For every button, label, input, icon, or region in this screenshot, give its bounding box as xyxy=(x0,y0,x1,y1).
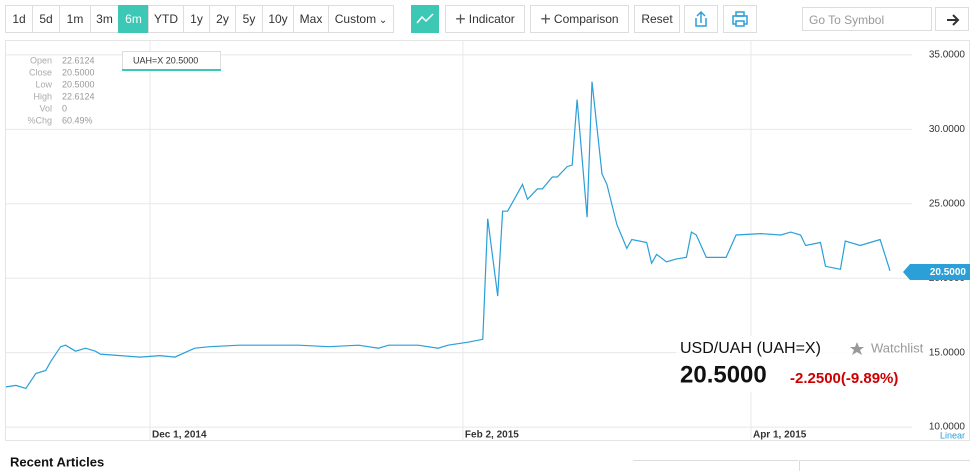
x-tick-label: Dec 1, 2014 xyxy=(152,430,207,441)
y-tick-label: 30.0000 xyxy=(929,124,966,135)
stat-label: Low xyxy=(35,79,52,89)
section-title: Recent Articles xyxy=(10,454,104,469)
x-tick-label: Feb 2, 2015 xyxy=(465,430,519,441)
stat-value: 0 xyxy=(62,103,67,113)
button-label: Max xyxy=(299,12,323,26)
button-label: 1m xyxy=(66,12,84,26)
stat-label: Open xyxy=(30,55,52,65)
symbol-search[interactable]: Go To Symbol xyxy=(802,7,932,31)
reset-button[interactable]: Reset xyxy=(634,5,680,33)
tooltip-text: UAH=X 20.5000 xyxy=(133,55,198,65)
indicator-button[interactable]: + Indicator xyxy=(445,5,525,33)
print-button[interactable] xyxy=(723,5,757,33)
button-label: 5y xyxy=(242,12,256,26)
range-button[interactable]: Custom ⌄ xyxy=(328,5,394,33)
price-line xyxy=(5,81,891,390)
last-value-tag: 20.5000 xyxy=(903,264,970,280)
stat-value: 22.6124 xyxy=(62,91,95,101)
button-label: 10y xyxy=(268,12,288,26)
button-label: Custom xyxy=(334,12,377,26)
quote-price: 20.5000 xyxy=(680,361,767,388)
range-button[interactable]: 1y xyxy=(183,5,210,33)
button-label: Reset xyxy=(641,12,673,26)
toolbar: 1d 5d 1m 3m 6m YTD 1y 2y 5y 10y Max Custom ⌄ + Indic… xyxy=(5,5,970,33)
button-label: 6m xyxy=(125,12,142,26)
button-label: 1y xyxy=(190,12,203,26)
stat-label: High xyxy=(33,91,52,101)
quote-change: -2.2500(-9.89%) xyxy=(790,370,898,387)
quote-name: USD/UAH (UAH=X) xyxy=(680,340,821,357)
button-label: YTD xyxy=(154,12,178,26)
stat-value: 22.6124 xyxy=(62,55,95,65)
range-button[interactable]: YTD xyxy=(148,5,184,33)
stat-value: 60.49% xyxy=(62,115,93,125)
range-button[interactable]: 1m xyxy=(59,5,91,33)
scale-label[interactable]: Linear xyxy=(940,430,965,440)
icon xyxy=(695,10,707,27)
icon xyxy=(416,13,434,24)
y-tick-label: 10.0000 xyxy=(929,422,966,433)
button-label: 3m xyxy=(96,12,113,26)
y-tick-label: 15.0000 xyxy=(929,347,966,358)
stat-value: 20.5000 xyxy=(62,67,95,77)
y-tick-label: 25.0000 xyxy=(929,198,966,209)
button-label: 2y xyxy=(216,12,229,26)
range-button[interactable]: 2y xyxy=(209,5,236,33)
x-tick-label: Apr 1, 2015 xyxy=(753,430,807,441)
tooltip: UAH=X 20.5000 xyxy=(122,51,221,71)
range-button[interactable]: 10y xyxy=(262,5,294,33)
button-label: 5d xyxy=(39,12,53,26)
button-label: Indicator xyxy=(468,12,515,26)
share-button[interactable] xyxy=(684,5,718,33)
watchlist-link[interactable]: Watchlist xyxy=(871,340,924,355)
range-button[interactable]: 3m xyxy=(90,5,119,33)
range-button[interactable]: 5y xyxy=(235,5,263,33)
chart-frame xyxy=(5,40,970,441)
stat-label: %Chg xyxy=(27,115,52,125)
go-button[interactable] xyxy=(935,7,969,31)
range-button[interactable]: 1d xyxy=(5,5,33,33)
quote: USD/UAH (UAH=X) Watchlist 20.5000 -2.250… xyxy=(676,336,928,392)
y-tick-label: 35.0000 xyxy=(929,50,966,61)
comparison-button[interactable]: + Comparison xyxy=(530,5,629,33)
icon xyxy=(732,11,748,27)
range-button[interactable]: 5d xyxy=(32,5,60,33)
stat-label: Close xyxy=(29,67,52,77)
star-icon[interactable] xyxy=(850,342,864,355)
icon xyxy=(947,14,960,26)
range-button[interactable]: 6m xyxy=(118,5,149,33)
button-label: 1d xyxy=(12,12,26,26)
stat-label: Vol xyxy=(39,103,52,113)
button-label: Comparison xyxy=(553,12,619,26)
line-chart-button[interactable] xyxy=(411,5,439,33)
last-value-label: 20.5000 xyxy=(930,267,967,278)
search-placeholder: Go To Symbol xyxy=(809,13,885,27)
stat-value: 20.5000 xyxy=(62,79,95,89)
range-button[interactable]: Max xyxy=(293,5,329,33)
